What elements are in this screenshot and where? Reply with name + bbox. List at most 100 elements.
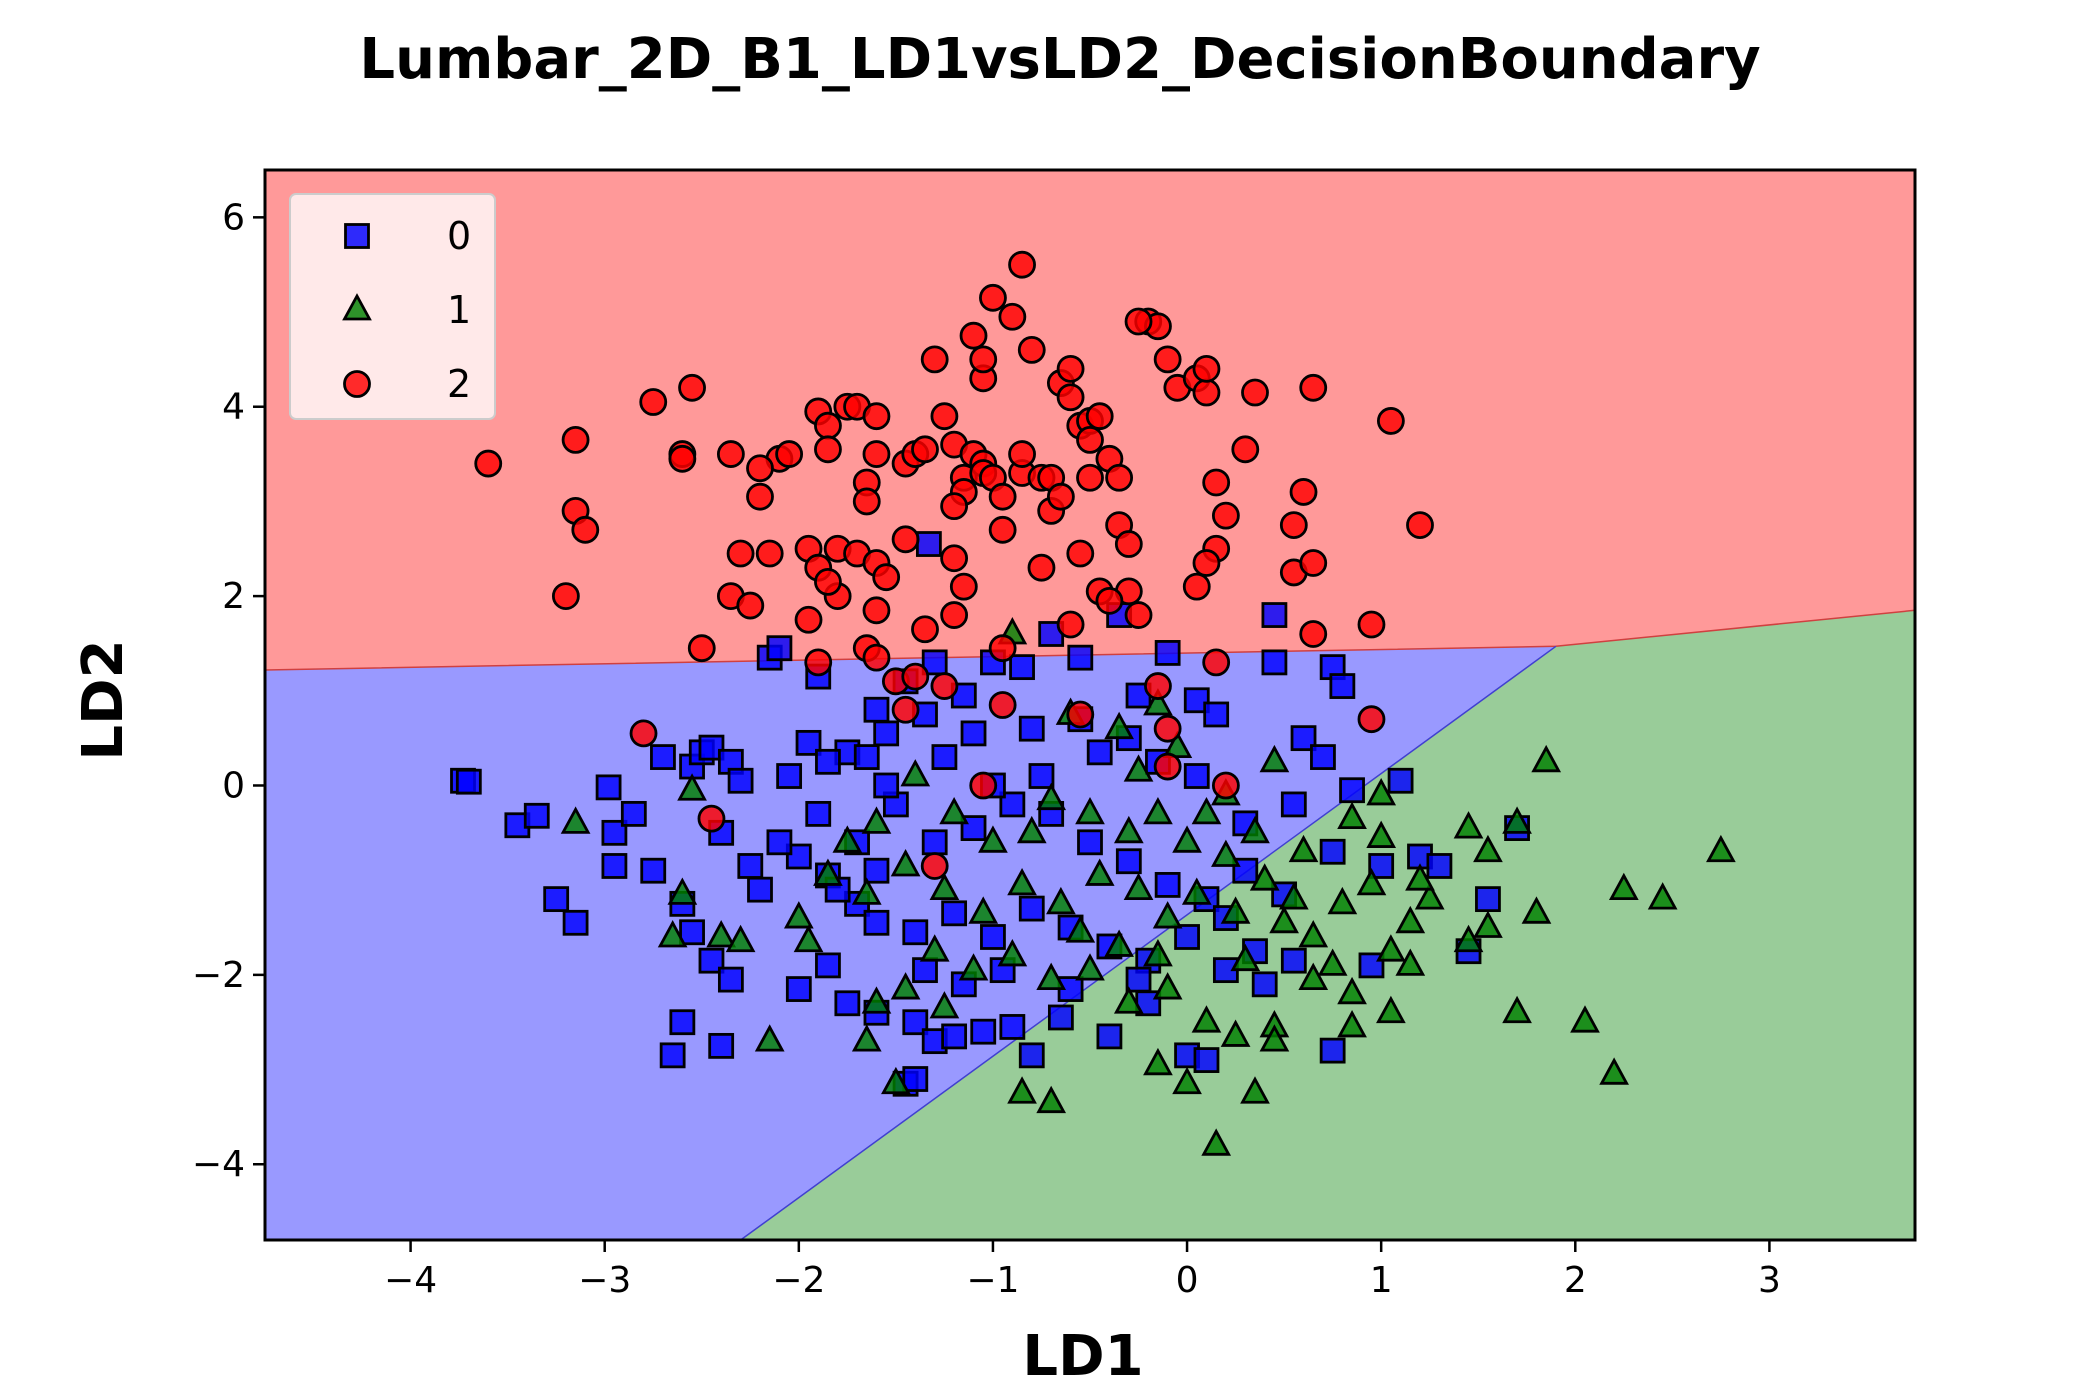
point-class-2 <box>1406 511 1434 539</box>
point-class-2 <box>716 440 745 468</box>
point-class-1 <box>1191 796 1222 825</box>
point-class-1 <box>1075 953 1105 981</box>
point-class-1 <box>939 796 969 825</box>
point-class-2 <box>1299 373 1328 402</box>
point-class-1 <box>1211 839 1241 867</box>
point-class-1 <box>1376 934 1406 962</box>
point-class-1 <box>1376 995 1406 1024</box>
point-class-1 <box>560 806 591 834</box>
point-class-1 <box>1356 867 1387 896</box>
point-class-0 <box>815 748 841 775</box>
point-class-0 <box>921 649 948 676</box>
point-class-0 <box>601 819 628 846</box>
legend-box <box>289 193 496 420</box>
point-class-2 <box>901 662 930 691</box>
point-class-0 <box>455 768 482 795</box>
point-class-2 <box>775 440 804 468</box>
point-class-0 <box>1280 791 1307 818</box>
point-class-2 <box>1027 553 1056 582</box>
point-class-2 <box>814 435 842 464</box>
point-class-2 <box>639 388 668 416</box>
point-class-0 <box>1280 947 1307 974</box>
point-class-1 <box>1016 815 1047 844</box>
point-class-0 <box>698 734 725 761</box>
point-class-1 <box>997 938 1028 967</box>
point-class-0 <box>853 744 880 770</box>
point-class-1 <box>1259 744 1290 773</box>
point-class-2 <box>1153 345 1182 374</box>
point-class-0 <box>970 1018 997 1045</box>
point-class-2 <box>930 402 959 431</box>
point-class-2 <box>1279 511 1308 539</box>
point-class-1 <box>1288 834 1319 863</box>
x-axis: −4 −3 −2 −1 0 1 2 3 <box>384 1240 1781 1301</box>
point-class-1 <box>1278 882 1309 910</box>
point-class-2 <box>959 321 988 350</box>
point-class-0 <box>941 900 968 927</box>
point-class-2 <box>1056 610 1085 639</box>
point-class-1 <box>1143 1047 1173 1076</box>
point-class-0 <box>595 774 622 801</box>
point-class-0 <box>1387 767 1414 794</box>
point-class-1 <box>1298 920 1329 948</box>
point-class-0 <box>776 763 803 789</box>
point-class-2 <box>1076 425 1104 454</box>
point-class-2 <box>1192 354 1221 383</box>
point-class-1 <box>1366 778 1397 806</box>
point-class-2 <box>1241 378 1269 407</box>
point-class-2 <box>746 482 774 511</box>
point-class-1 <box>1249 863 1280 891</box>
legend-label-2: 2 <box>447 362 471 406</box>
point-class-2 <box>1153 752 1182 781</box>
point-class-2 <box>551 582 580 611</box>
point-class-1 <box>1259 1024 1290 1052</box>
point-class-2 <box>668 444 697 473</box>
point-class-1 <box>1269 905 1299 934</box>
point-class-2 <box>988 634 1017 663</box>
point-class-2 <box>862 643 891 672</box>
point-class-2 <box>1192 549 1221 577</box>
point-class-0 <box>1086 739 1113 766</box>
point-class-1 <box>1608 872 1639 901</box>
point-class-0 <box>1368 853 1395 879</box>
point-class-0 <box>737 853 764 879</box>
point-class-0 <box>698 947 725 974</box>
point-class-0 <box>601 853 628 879</box>
point-class-0 <box>912 957 938 984</box>
point-class-2 <box>1299 549 1328 577</box>
y-tick-label: 4 <box>222 387 245 428</box>
point-class-2 <box>1211 771 1240 800</box>
point-class-1 <box>851 1024 882 1052</box>
point-class-1 <box>1414 882 1445 910</box>
point-class-0 <box>815 952 841 979</box>
y-tick-label: −4 <box>192 1144 245 1185</box>
point-class-1 <box>1143 938 1173 967</box>
point-class-1 <box>1036 782 1067 811</box>
point-class-2 <box>1202 468 1231 497</box>
point-class-2 <box>1299 620 1328 648</box>
point-class-2 <box>1289 478 1318 506</box>
point-class-2 <box>1085 402 1114 431</box>
point-class-2 <box>988 515 1017 544</box>
point-class-2 <box>474 449 503 478</box>
x-tick-label: −1 <box>966 1260 1019 1301</box>
point-class-0 <box>640 857 667 884</box>
point-class-0 <box>805 800 832 827</box>
point-class-2 <box>629 719 658 748</box>
point-class-2 <box>814 411 842 440</box>
point-class-1 <box>1191 1005 1222 1033</box>
point-class-1 <box>861 806 892 834</box>
legend-marker-1 <box>342 293 372 321</box>
point-class-1 <box>1473 910 1503 938</box>
point-class-1 <box>832 825 863 853</box>
point-class-1 <box>1143 688 1173 716</box>
legend-marker-2 <box>343 370 371 398</box>
point-class-0 <box>785 976 812 1002</box>
point-class-2 <box>862 402 891 431</box>
point-class-1 <box>1181 877 1212 905</box>
point-class-1 <box>1337 801 1367 830</box>
y-tick-label: 6 <box>222 197 245 238</box>
point-class-2 <box>1046 482 1075 511</box>
point-class-2 <box>988 691 1017 719</box>
